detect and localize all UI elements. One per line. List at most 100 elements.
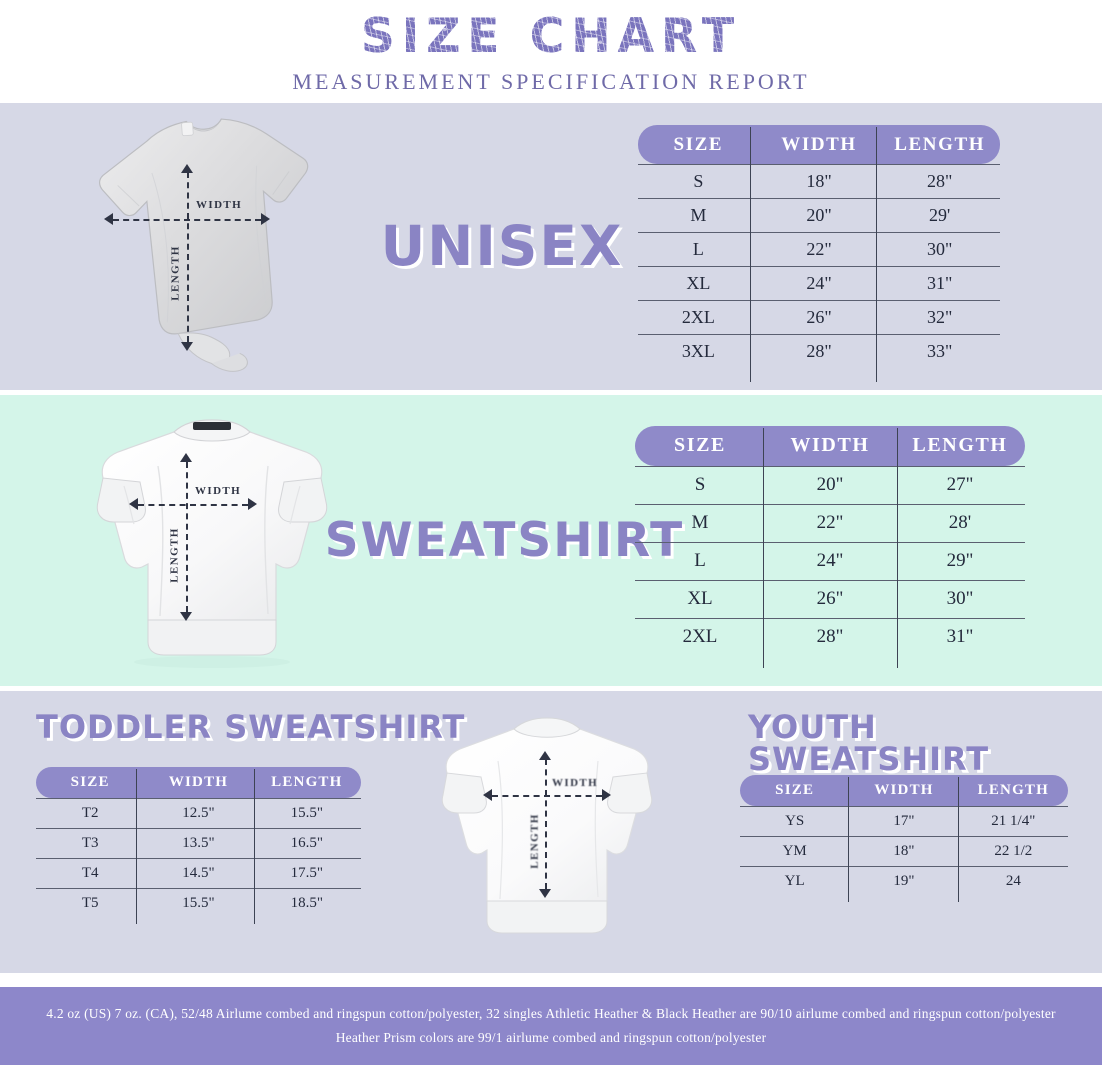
cell-length: 29" — [946, 550, 974, 571]
column-header-length: LENGTH — [977, 782, 1050, 798]
table-body: S 20" 27" M 22" 28' L 24" 29" — [635, 465, 1025, 656]
cell-size: M — [690, 205, 707, 225]
cell-width: 22" — [806, 239, 832, 259]
cell-length: 28" — [927, 171, 953, 191]
size-table-sweatshirt: SIZE WIDTH LENGTH S 20" 27" M 22" 28' — [635, 425, 1025, 668]
band-divider — [0, 390, 1102, 395]
table-row: 2XL 28" 31" — [635, 617, 1025, 656]
garment-image-sweatshirt: WIDTH LENGTH — [62, 406, 362, 676]
table-row: S 18" 28" — [638, 164, 1000, 198]
section-unisex: WIDTH LENGTH UNISEX SIZE WIDTH LENGTH — [0, 103, 1102, 390]
cell-size: 2XL — [682, 626, 718, 647]
length-label: LENGTH — [528, 813, 541, 869]
column-header-width: WIDTH — [874, 782, 934, 798]
table-row: YS 17" 21 1/4" — [740, 806, 1068, 836]
cell-length: 15.5" — [290, 805, 323, 821]
garment-image-kids-sweatshirt: WIDTH LENGTH — [412, 709, 682, 949]
table-row: T2 12.5" 15.5" — [36, 798, 361, 828]
cell-size: S — [694, 474, 706, 495]
length-arrow-up-icon — [181, 163, 193, 173]
band-divider — [0, 686, 1102, 691]
cell-width: 13.5" — [182, 835, 215, 851]
length-arrow-down-icon — [180, 611, 192, 621]
cell-width: 19" — [893, 873, 915, 889]
cell-size: T2 — [81, 805, 99, 821]
table-row: T5 15.5" 18.5" — [36, 888, 361, 918]
column-header-width: WIDTH — [781, 133, 857, 155]
cell-width: 14.5" — [182, 865, 215, 881]
cell-size: 3XL — [681, 341, 715, 361]
cell-size: XL — [686, 273, 711, 293]
section-heading-youth: YOUTH SWEATSHIRT — [748, 708, 990, 778]
fabric-description: 4.2 oz (US) 7 oz. (CA), 52/48 Airlume co… — [46, 1006, 1056, 1045]
table-row: M 20" 29' — [638, 198, 1000, 232]
length-label: LENGTH — [168, 526, 181, 583]
band-divider — [0, 973, 1102, 987]
cell-width: 20" — [816, 474, 844, 495]
length-arrow-up-icon — [180, 452, 192, 462]
cell-size: T4 — [81, 865, 99, 881]
table-header-row: SIZE WIDTH LENGTH — [635, 425, 1025, 466]
column-header-width: WIDTH — [168, 774, 229, 790]
page-header: SIZE CHART MEASUREMENT SPECIFICATION REP… — [0, 0, 1102, 103]
cell-length: 24 — [1005, 873, 1021, 889]
table-header-row: SIZE WIDTH LENGTH — [740, 775, 1068, 806]
length-dashed-line — [186, 461, 188, 612]
page-subtitle: MEASUREMENT SPECIFICATION REPORT — [292, 68, 810, 94]
footer-band: 4.2 oz (US) 7 oz. (CA), 52/48 Airlume co… — [0, 987, 1102, 1065]
cell-width: 28" — [816, 626, 844, 647]
cell-width: 24" — [806, 273, 832, 293]
cell-width: 22" — [816, 512, 844, 533]
cell-length: 18.5" — [290, 895, 323, 911]
cell-size: L — [692, 239, 704, 259]
length-label: LENGTH — [169, 244, 182, 301]
width-label: WIDTH — [195, 484, 242, 497]
garment-image-unisex-tshirt: WIDTH LENGTH — [62, 109, 362, 385]
table-header-row: SIZE WIDTH LENGTH — [36, 767, 361, 798]
cell-length: 30" — [927, 239, 953, 259]
table-body: S 18" 28" M 20" 29' L 22" 30" — [638, 164, 1000, 368]
youth-block: YOUTH SWEATSHIRT — [748, 711, 1102, 775]
cell-length: 22 1/2 — [994, 843, 1033, 859]
column-header-length: LENGTH — [894, 133, 986, 155]
table-row: L 24" 29" — [635, 541, 1025, 580]
measurement-cross-kids: WIDTH LENGTH — [412, 709, 682, 949]
width-dashed-line — [138, 503, 248, 506]
cell-width: 26" — [816, 588, 844, 609]
cell-size: 2XL — [681, 307, 715, 327]
cell-length: 28' — [948, 512, 972, 533]
measurement-cross-unisex: WIDTH LENGTH — [62, 109, 362, 385]
cell-size: T5 — [81, 895, 99, 911]
width-arrow-right-icon — [261, 212, 270, 225]
column-header-size: SIZE — [70, 774, 110, 790]
cell-length: 29' — [929, 205, 951, 225]
toddler-block: TODDLER SWEATSHIRT — [36, 711, 465, 743]
column-header-size: SIZE — [775, 782, 815, 798]
size-table-youth: SIZE WIDTH LENGTH YS 17" 21 1/4" YM 18" … — [740, 775, 1068, 902]
page-title: SIZE CHART — [360, 8, 742, 64]
cell-width: 26" — [806, 307, 832, 327]
table-row: 2XL 26" 32" — [638, 300, 1000, 334]
cell-width: 20" — [806, 205, 832, 225]
cell-size: T3 — [81, 835, 99, 851]
tshirt-illustration — [98, 117, 309, 372]
cell-length: 31" — [927, 273, 953, 293]
section-sweatshirt: WIDTH LENGTH SWEATSHIRT SIZE WIDTH LENGT… — [0, 395, 1102, 686]
width-arrow-right-icon — [602, 789, 611, 801]
cell-size: YM — [782, 843, 807, 859]
width-dashed-line — [113, 218, 261, 221]
section-heading-sweatshirt: SWEATSHIRT — [324, 513, 685, 568]
table-row: T3 13.5" 16.5" — [36, 828, 361, 858]
section-heading-unisex: UNISEX — [380, 214, 624, 278]
table-body: YS 17" 21 1/4" YM 18" 22 1/2 YL 19" 24 — [740, 806, 1068, 896]
table-row: M 22" 28' — [635, 503, 1025, 542]
cell-length: 33" — [927, 341, 953, 361]
cell-length: 16.5" — [290, 835, 323, 851]
table-body: T2 12.5" 15.5" T3 13.5" 16.5" T4 14.5" 1… — [36, 798, 361, 918]
cell-size: M — [691, 512, 709, 533]
width-dashed-line — [492, 795, 602, 797]
table-row: XL 24" 31" — [638, 266, 1000, 300]
table-row: YM 18" 22 1/2 — [740, 836, 1068, 866]
width-arrow-left-icon — [483, 789, 492, 801]
